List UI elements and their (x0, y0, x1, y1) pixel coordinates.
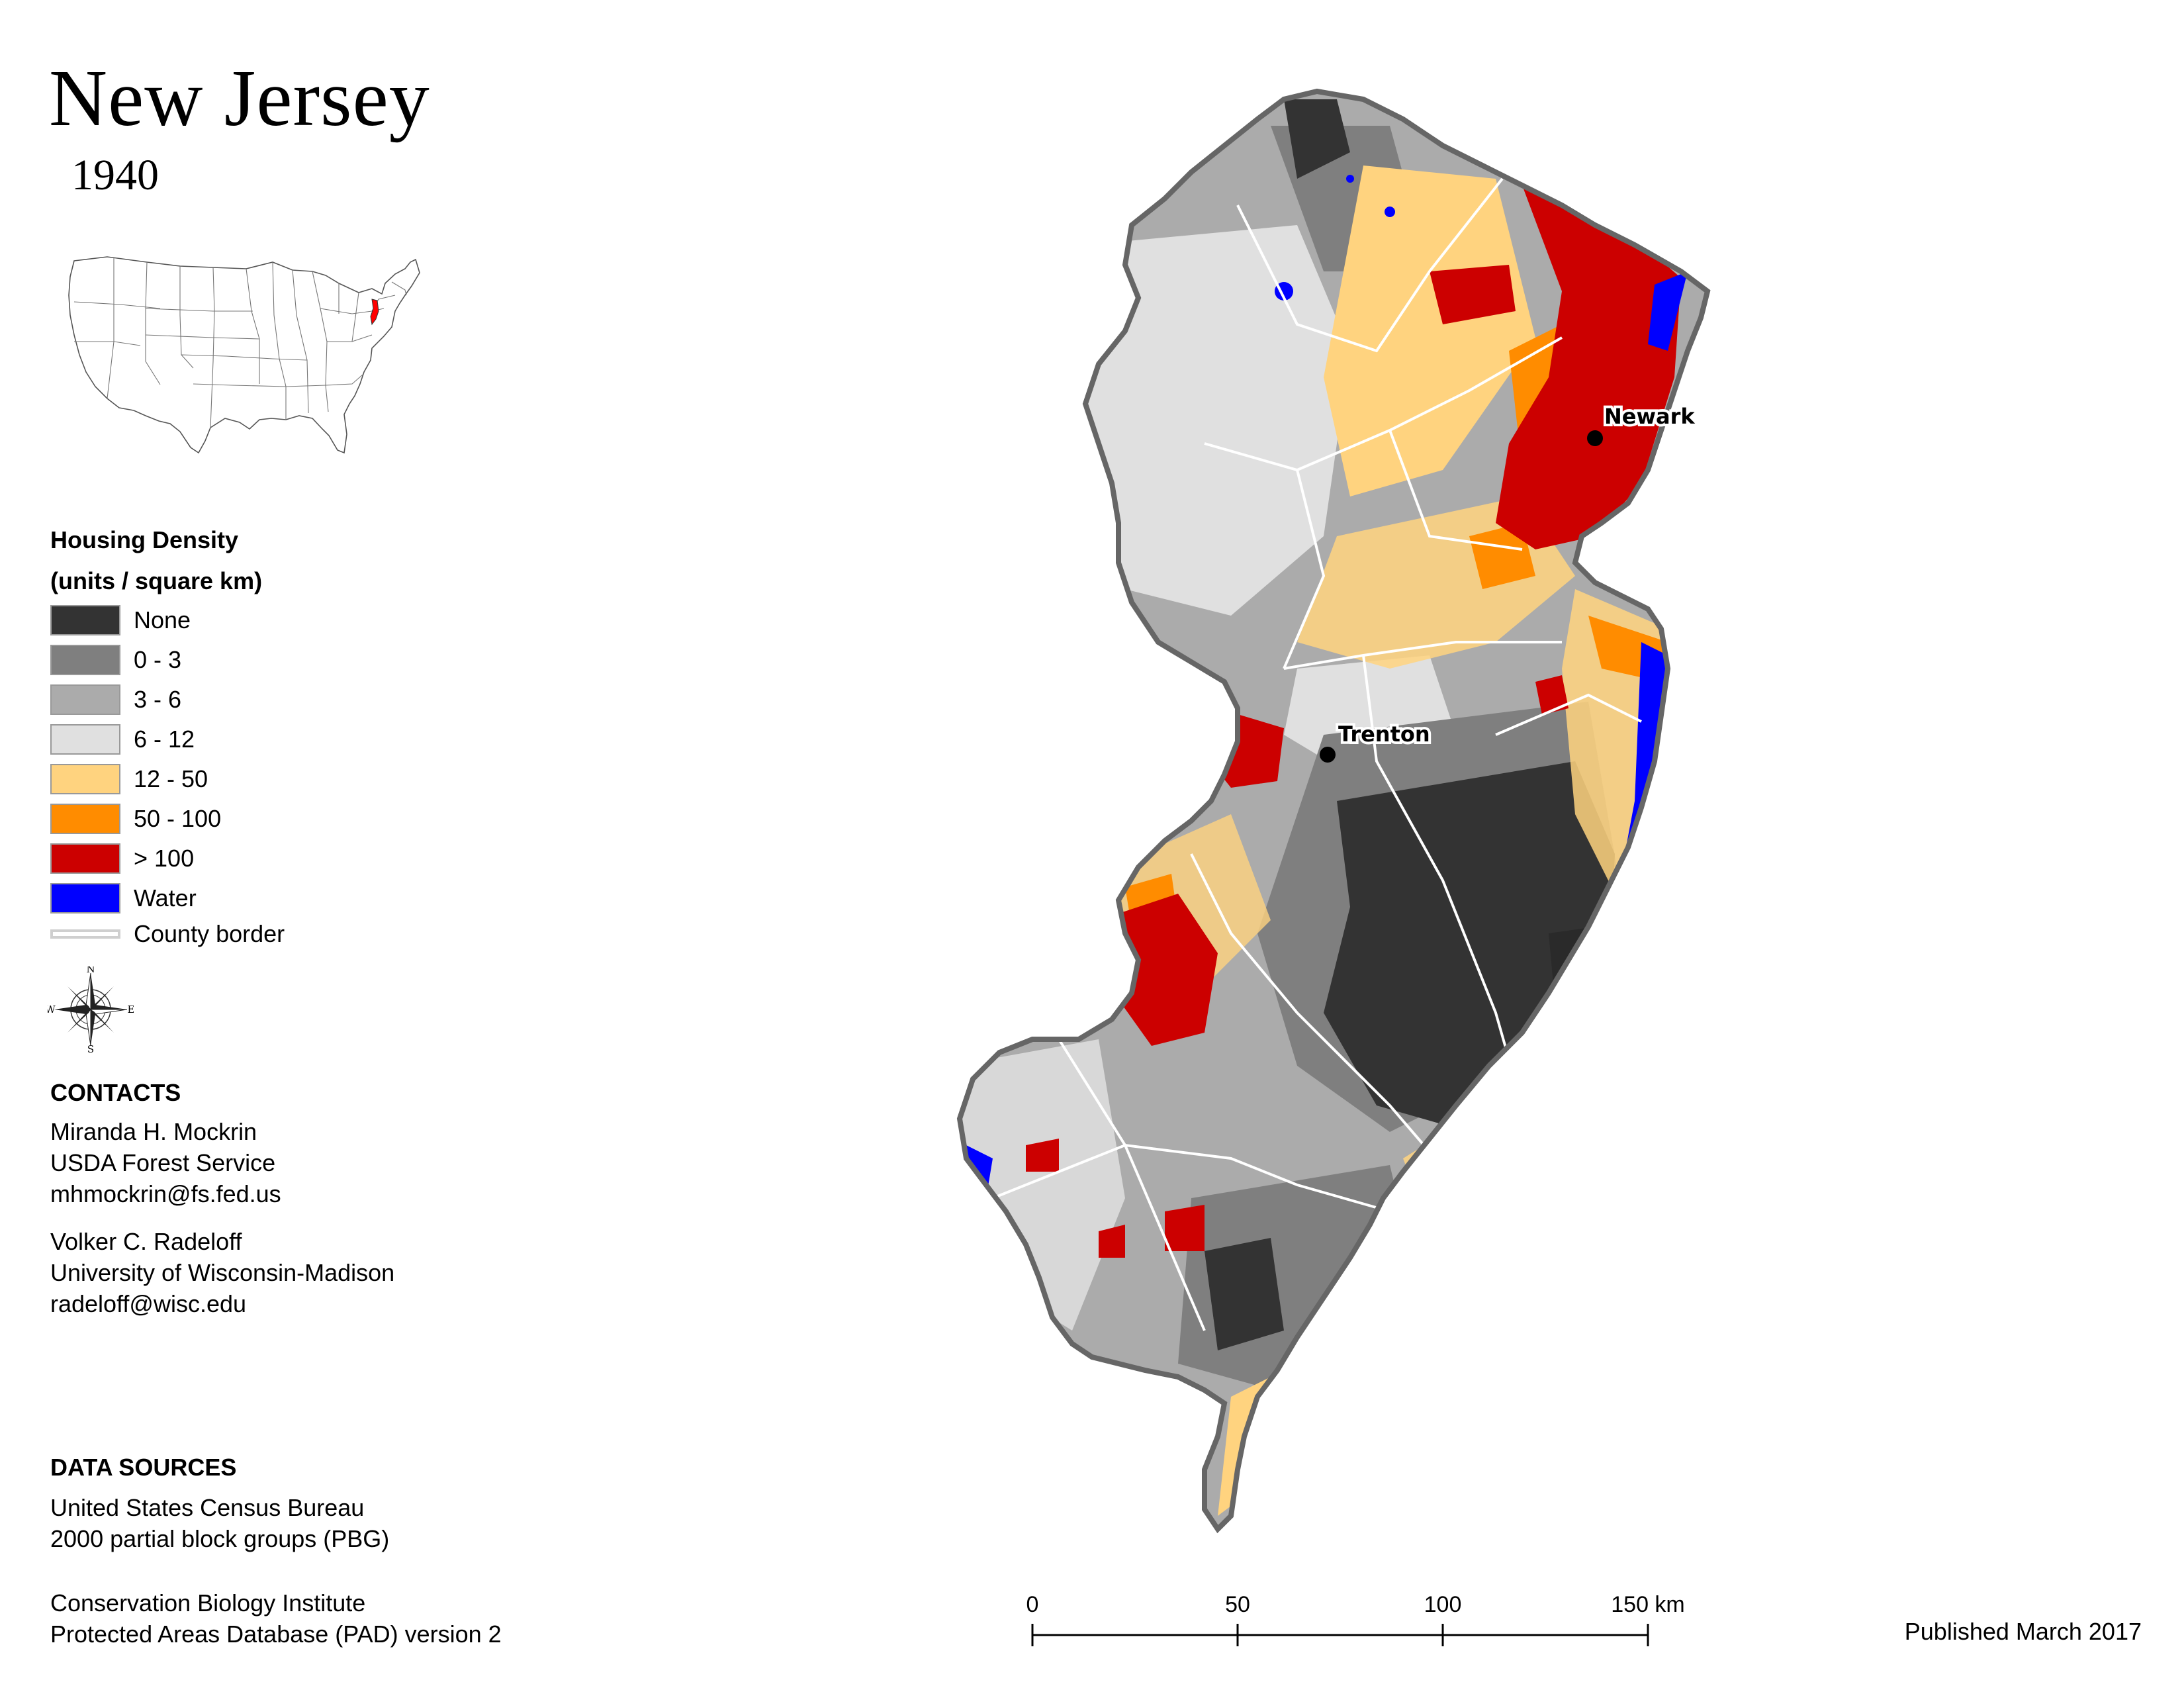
legend-label: 0 - 3 (134, 646, 182, 673)
legend-item: > 100 (50, 843, 194, 874)
contact-person-2: Volker C. Radeloff University of Wiscons… (50, 1226, 394, 1319)
scale-tick-150: 150 km (1611, 1592, 1685, 1617)
data-source-line: Protected Areas Database (PAD) version 2 (50, 1620, 502, 1648)
newark-label: Newark (1604, 404, 1695, 429)
legend-item: None (50, 605, 191, 635)
scale-tick-100: 100 (1424, 1592, 1462, 1617)
legend-item: Water (50, 883, 197, 914)
trenton-point (1320, 747, 1336, 763)
contact-name: Volker C. Radeloff (50, 1228, 242, 1255)
us-state-lines (73, 258, 407, 428)
data-source-line: 2000 partial block groups (PBG) (50, 1525, 390, 1552)
trenton-label: Trenton (1338, 722, 1430, 747)
legend-label: Water (134, 884, 197, 912)
newark-point (1587, 430, 1603, 446)
legend-label: 3 - 6 (134, 686, 182, 713)
published-date: Published March 2017 (1904, 1618, 2142, 1645)
legend-swatch (50, 804, 120, 834)
compass-w: W (48, 1004, 56, 1015)
scale-tick-50: 50 (1225, 1592, 1250, 1617)
legend-swatch (50, 684, 120, 715)
legend-swatch (50, 764, 120, 794)
legend-swatch (50, 605, 120, 635)
legend-item-county-border: County border (50, 919, 285, 949)
us-outline (68, 256, 420, 454)
legend-label: 12 - 50 (134, 765, 208, 792)
legend-label: None (134, 606, 191, 633)
map-title: New Jersey (49, 54, 430, 143)
contact-org: USDA Forest Service (50, 1149, 276, 1176)
contact-email[interactable]: radeloff@wisc.edu (50, 1290, 247, 1317)
compass-s: S (87, 1043, 94, 1053)
contact-email[interactable]: mhmockrin@fs.fed.us (50, 1180, 281, 1207)
housing-density-map: Newark Trenton (927, 73, 1734, 1556)
legend-title-line2: (units / square km) (50, 567, 263, 594)
data-sources-heading: DATA SOURCES (50, 1454, 237, 1481)
data-source-line: Conservation Biology Institute (50, 1589, 366, 1617)
compass-e: E (128, 1004, 134, 1015)
compass-rose-icon: N S W E (48, 966, 134, 1053)
nj-highlight (370, 299, 379, 326)
legend-swatch (50, 843, 120, 874)
legend-item: 12 - 50 (50, 764, 208, 794)
data-source-1: United States Census Bureau 2000 partial… (50, 1492, 389, 1554)
county-border-swatch (50, 929, 120, 939)
data-source-2: Conservation Biology Institute Protected… (50, 1587, 502, 1650)
scale-tick-0: 0 (1026, 1592, 1039, 1617)
city-newark: Newark (1587, 401, 1698, 446)
legend-title: Housing Density (units / square km) (50, 520, 262, 602)
scale-bar: 0 50 100 150 km (1026, 1592, 1685, 1646)
county-borders (992, 177, 1642, 1331)
contacts-heading: CONTACTS (50, 1079, 181, 1106)
legend-item: 6 - 12 (50, 724, 195, 755)
data-source-line: United States Census Bureau (50, 1494, 365, 1521)
contact-name: Miranda H. Mockrin (50, 1118, 257, 1145)
legend-label: County border (134, 920, 285, 947)
legend-item: 50 - 100 (50, 804, 221, 834)
legend-swatch (50, 883, 120, 914)
legend-swatch (50, 645, 120, 675)
legend-title-line1: Housing Density (50, 526, 239, 553)
map-year: 1940 (71, 151, 159, 199)
legend-label: 6 - 12 (134, 726, 195, 753)
legend-label: > 100 (134, 845, 195, 872)
contact-person-1: Miranda H. Mockrin USDA Forest Service m… (50, 1116, 281, 1209)
us-locator-map (68, 256, 420, 454)
legend-item: 0 - 3 (50, 645, 181, 675)
legend-swatch (50, 724, 120, 755)
city-trenton: Trenton (1320, 719, 1433, 763)
legend-item: 3 - 6 (50, 684, 181, 715)
compass-n: N (86, 966, 95, 975)
contact-org: University of Wisconsin-Madison (50, 1259, 395, 1286)
legend-label: 50 - 100 (134, 805, 222, 832)
